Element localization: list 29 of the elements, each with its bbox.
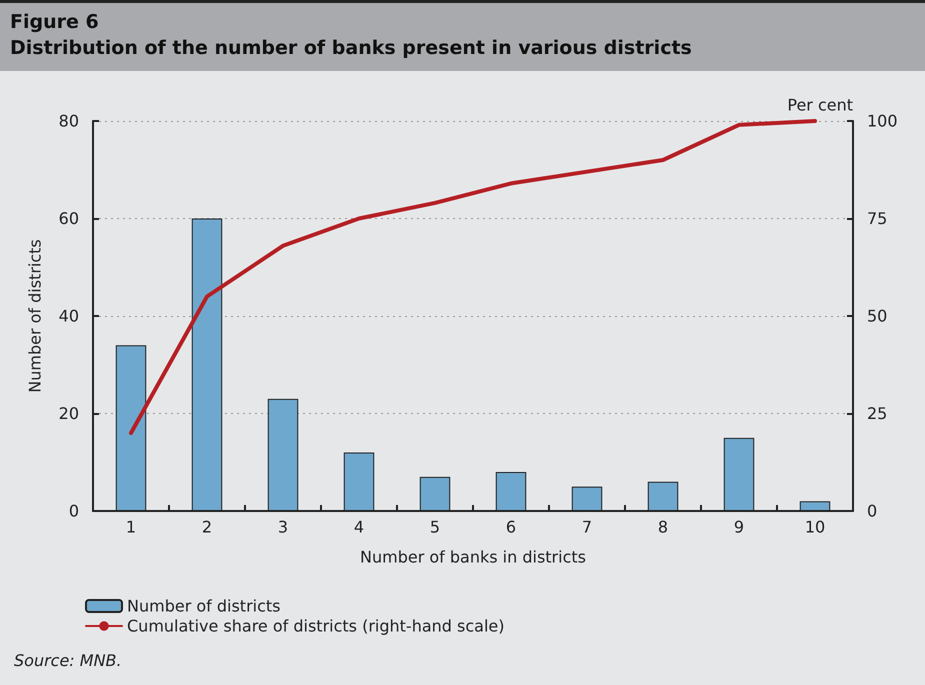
line-series: [129, 119, 817, 435]
y-tick-label: 0: [68, 502, 79, 520]
y2-axis-title: Per cent: [787, 96, 853, 114]
y2-tick-label: 0: [867, 502, 878, 520]
x-tick-label: 6: [506, 518, 516, 536]
y-tick-label: 20: [58, 404, 79, 423]
y2-tick-label: 100: [867, 112, 898, 130]
y2-tick-label: 50: [867, 306, 888, 326]
x-tick-label: 2: [202, 518, 212, 536]
x-tick-label: 5: [430, 518, 440, 536]
chart-subtitle: Distribution of the number of banks present in various districts: [10, 36, 693, 61]
source-note: Source: MNB.: [14, 651, 122, 670]
legend-label: Cumulative share of districts (right-hand scale): [127, 616, 504, 636]
x-tick-label: 8: [658, 518, 668, 536]
x-tick-label: 3: [278, 518, 288, 536]
y2-tick-label: 75: [867, 209, 888, 228]
y2-tick-label: 25: [867, 404, 888, 423]
y-axis-title: Number of districts: [26, 239, 44, 393]
y-tick-label: 80: [58, 112, 79, 130]
legend-label: Number of districts: [127, 596, 281, 616]
x-tick-label: 4: [354, 518, 364, 536]
x-tick-label: 7: [582, 518, 592, 536]
chart-title: Figure 6: [10, 10, 100, 35]
x-tick-label: 10: [804, 518, 826, 536]
x-axis-title: Number of banks in districts: [360, 548, 586, 566]
x-tick-label: 1: [126, 518, 136, 536]
y-tick-label: 60: [58, 209, 79, 228]
x-tick-label: 9: [734, 518, 744, 536]
y-tick-label: 40: [58, 306, 79, 326]
